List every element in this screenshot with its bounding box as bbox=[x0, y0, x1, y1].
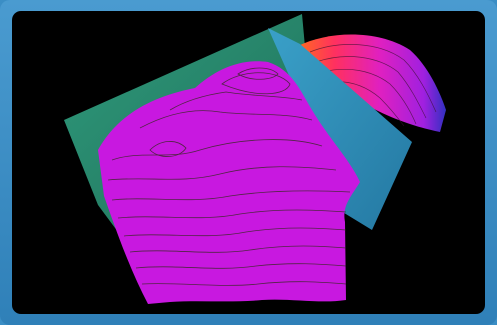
right-surface bbox=[298, 34, 446, 132]
cut-plane bbox=[268, 28, 412, 230]
right-contours bbox=[309, 44, 437, 127]
main-contours bbox=[107, 67, 351, 286]
main-surface bbox=[98, 61, 360, 305]
